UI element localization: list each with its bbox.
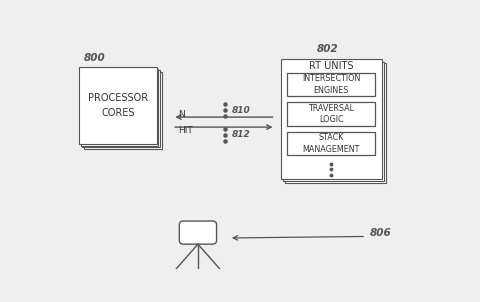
Text: RT UNITS: RT UNITS [309,61,353,71]
Bar [83,70,160,147]
Text: STACK
MANAGEMENT: STACK MANAGEMENT [302,133,360,154]
Text: HIT: HIT [179,127,193,136]
Bar [79,67,157,144]
Text: 806: 806 [370,228,392,238]
FancyBboxPatch shape [180,221,216,244]
Bar [84,72,162,149]
Text: N: N [179,110,185,118]
Bar [81,69,158,146]
Bar [281,59,382,179]
Text: PROCESSOR
CORES: PROCESSOR CORES [88,93,148,118]
Text: INTERSECTION
ENGINES: INTERSECTION ENGINES [302,74,360,95]
Bar [283,62,384,181]
Bar [287,102,375,126]
Text: 812: 812 [232,130,251,139]
Text: 810: 810 [232,106,251,115]
Bar [285,63,385,182]
Bar [287,132,375,155]
Text: TRAVERSAL
LOGIC: TRAVERSAL LOGIC [308,104,354,124]
Text: 802: 802 [316,44,338,54]
Text: 800: 800 [84,53,106,63]
Bar [287,73,375,96]
